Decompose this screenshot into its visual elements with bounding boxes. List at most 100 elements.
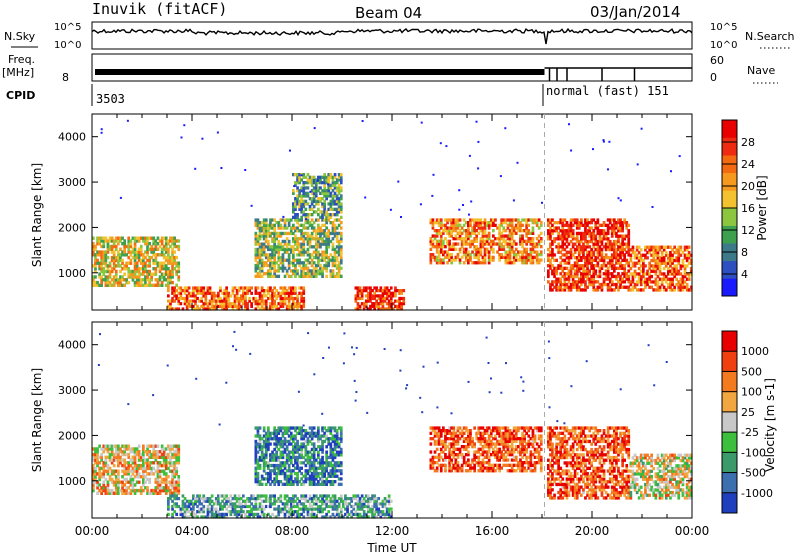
cell-0-5-10-5 (450, 247, 453, 251)
cell-0-3-2-0 (296, 215, 299, 219)
cell-0-6-22-14 (592, 250, 596, 254)
cell-0-0-4-1 (100, 280, 103, 285)
cell-0-5-41-13 (514, 226, 518, 230)
cell-1-1-63-5 (298, 502, 301, 506)
cell-0-3-7-14 (306, 178, 310, 182)
cell-0-6-22-2 (592, 282, 596, 287)
cell-0-3-10-14 (312, 178, 316, 182)
cell-0-3-0-2 (292, 210, 295, 214)
cell-0-7-25-2 (681, 282, 685, 287)
cell-0-0-12-7 (117, 264, 120, 268)
cell-0-4-15-7 (385, 289, 389, 293)
cell-1-1-1-8 (169, 494, 172, 498)
cell-0-7-28-0 (687, 288, 691, 292)
cell-0-5-47-8 (527, 239, 531, 243)
cell-1-2-8-12 (271, 450, 274, 454)
cell-0-6-37-7 (623, 269, 626, 273)
cell-1-1-13-7 (194, 497, 197, 501)
cell-1-0-30-15 (154, 450, 158, 454)
cell-0-6-22-19 (592, 237, 596, 241)
cell-0-5-1-7 (431, 242, 435, 246)
cell-0-0-38-13 (171, 247, 174, 251)
cell-0-7-13-15 (656, 248, 660, 252)
cell-1-1-70-0 (312, 515, 316, 519)
cell-0-0-3-7 (98, 264, 101, 268)
cell-0-4-5-8 (364, 286, 368, 290)
speckle-0-41 (327, 183, 330, 186)
cell-1-0-36-4 (167, 480, 170, 484)
cell-0-3-22-12 (337, 183, 341, 187)
cell-1-2-4-6 (262, 466, 266, 470)
cell-1-0-39-0 (173, 491, 176, 495)
cell-0-0-11-2 (114, 278, 118, 282)
cell-0-2-23-2 (302, 269, 306, 273)
cell-0-7-22-2 (675, 282, 678, 287)
cell-1-0-2-2 (96, 486, 99, 490)
cell-0-0-4-10 (100, 255, 103, 260)
cell-0-0-36-3 (167, 275, 170, 279)
cell-0-5-40-1 (512, 258, 516, 262)
cell-0-4-16-7 (387, 289, 391, 293)
cell-0-7-26-15 (683, 248, 687, 252)
cell-0-6-8-13 (563, 253, 567, 257)
cell-0-1-53-6 (277, 291, 281, 295)
cell-0-7-9-4 (648, 277, 651, 281)
cell-1-2-1-2 (256, 477, 260, 481)
cell-0-7-29-1 (689, 285, 693, 289)
cell-0-0-20-17 (133, 236, 137, 240)
cell-0-5-42-14 (517, 223, 520, 227)
cell-0-6-32-17 (613, 242, 616, 246)
cell-0-5-16-16 (462, 218, 466, 222)
cell-0-6-37-19 (623, 237, 626, 241)
cell-0-6-31-21 (610, 231, 614, 236)
cell-0-7-26-12 (683, 256, 687, 260)
cell-0-1-41-3 (252, 299, 256, 303)
cell-0-0-8-16 (108, 239, 112, 243)
cell-1-1-44-7 (258, 497, 262, 501)
cell-0-5-49-16 (531, 218, 535, 222)
cell-0-6-9-6 (565, 272, 569, 276)
cell-0-7-18-2 (667, 282, 670, 287)
cell-0-2-12-19 (279, 223, 283, 227)
cell-1-0-26-14 (146, 452, 149, 457)
cell-1-1-74-2 (321, 510, 324, 514)
cell-0-1-21-3 (210, 299, 214, 303)
cell-0-0-21-11 (135, 253, 139, 257)
cell-0-5-25-1 (481, 258, 485, 262)
cell-0-6-33-24 (615, 223, 618, 227)
cell-0-3-3-8 (298, 194, 301, 198)
cell-1-2-0-18 (254, 434, 258, 438)
cell-0-1-22-3 (212, 299, 216, 303)
cell-0-5-36-2 (504, 255, 508, 259)
cell-0-5-17-8 (464, 239, 468, 243)
cell-0-4-18-0 (392, 307, 395, 311)
cell-0-6-38-11 (625, 258, 629, 262)
cell-0-2-38-8 (333, 253, 337, 257)
cell-0-0-0-11 (92, 253, 95, 257)
cell-0-5-17-10 (464, 234, 468, 238)
cell-1-1-89-4 (352, 504, 356, 509)
cell-0-6-39-13 (627, 253, 631, 257)
cell-0-0-20-1 (133, 280, 137, 285)
cell-0-5-29-6 (489, 245, 493, 249)
cell-0-6-31-12 (610, 256, 614, 260)
cell-1-2-13-5 (281, 469, 285, 473)
cell-1-0-27-10 (148, 463, 151, 468)
cell-1-1-66-8 (304, 494, 308, 498)
cell-1-1-38-2 (246, 510, 249, 514)
cell-0-2-11-11 (277, 245, 281, 249)
cell-1-2-12-4 (279, 471, 283, 476)
cell-0-7-27-0 (685, 288, 689, 292)
cell-1-0-16-0 (125, 491, 128, 495)
cell-0-5-48-0 (529, 261, 533, 265)
speckle-0-4 (282, 215, 285, 218)
cell-0-2-13-7 (281, 255, 285, 260)
cell-1-1-66-4 (304, 504, 308, 509)
cell-1-0-21-1 (135, 488, 139, 493)
cell-0-2-18-16 (292, 231, 295, 236)
cell-1-0-27-15 (148, 450, 151, 454)
cell-0-7-29-10 (689, 261, 693, 265)
cell-0-4-16-2 (387, 302, 391, 306)
cell-0-2-30-19 (317, 223, 320, 227)
cell-0-6-23-11 (594, 258, 598, 262)
